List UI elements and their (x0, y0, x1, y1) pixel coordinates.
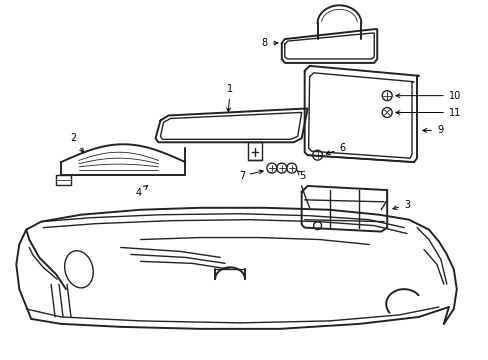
Text: 1: 1 (226, 84, 233, 112)
Text: 3: 3 (392, 200, 409, 210)
Text: 4: 4 (135, 185, 147, 198)
Text: 8: 8 (261, 38, 277, 48)
Text: 2: 2 (70, 133, 83, 152)
Text: 5: 5 (296, 170, 305, 181)
Text: 7: 7 (238, 170, 263, 181)
Text: 10: 10 (395, 91, 460, 101)
Text: 11: 11 (395, 108, 460, 117)
Text: 9: 9 (422, 125, 442, 135)
Text: 6: 6 (325, 143, 345, 154)
